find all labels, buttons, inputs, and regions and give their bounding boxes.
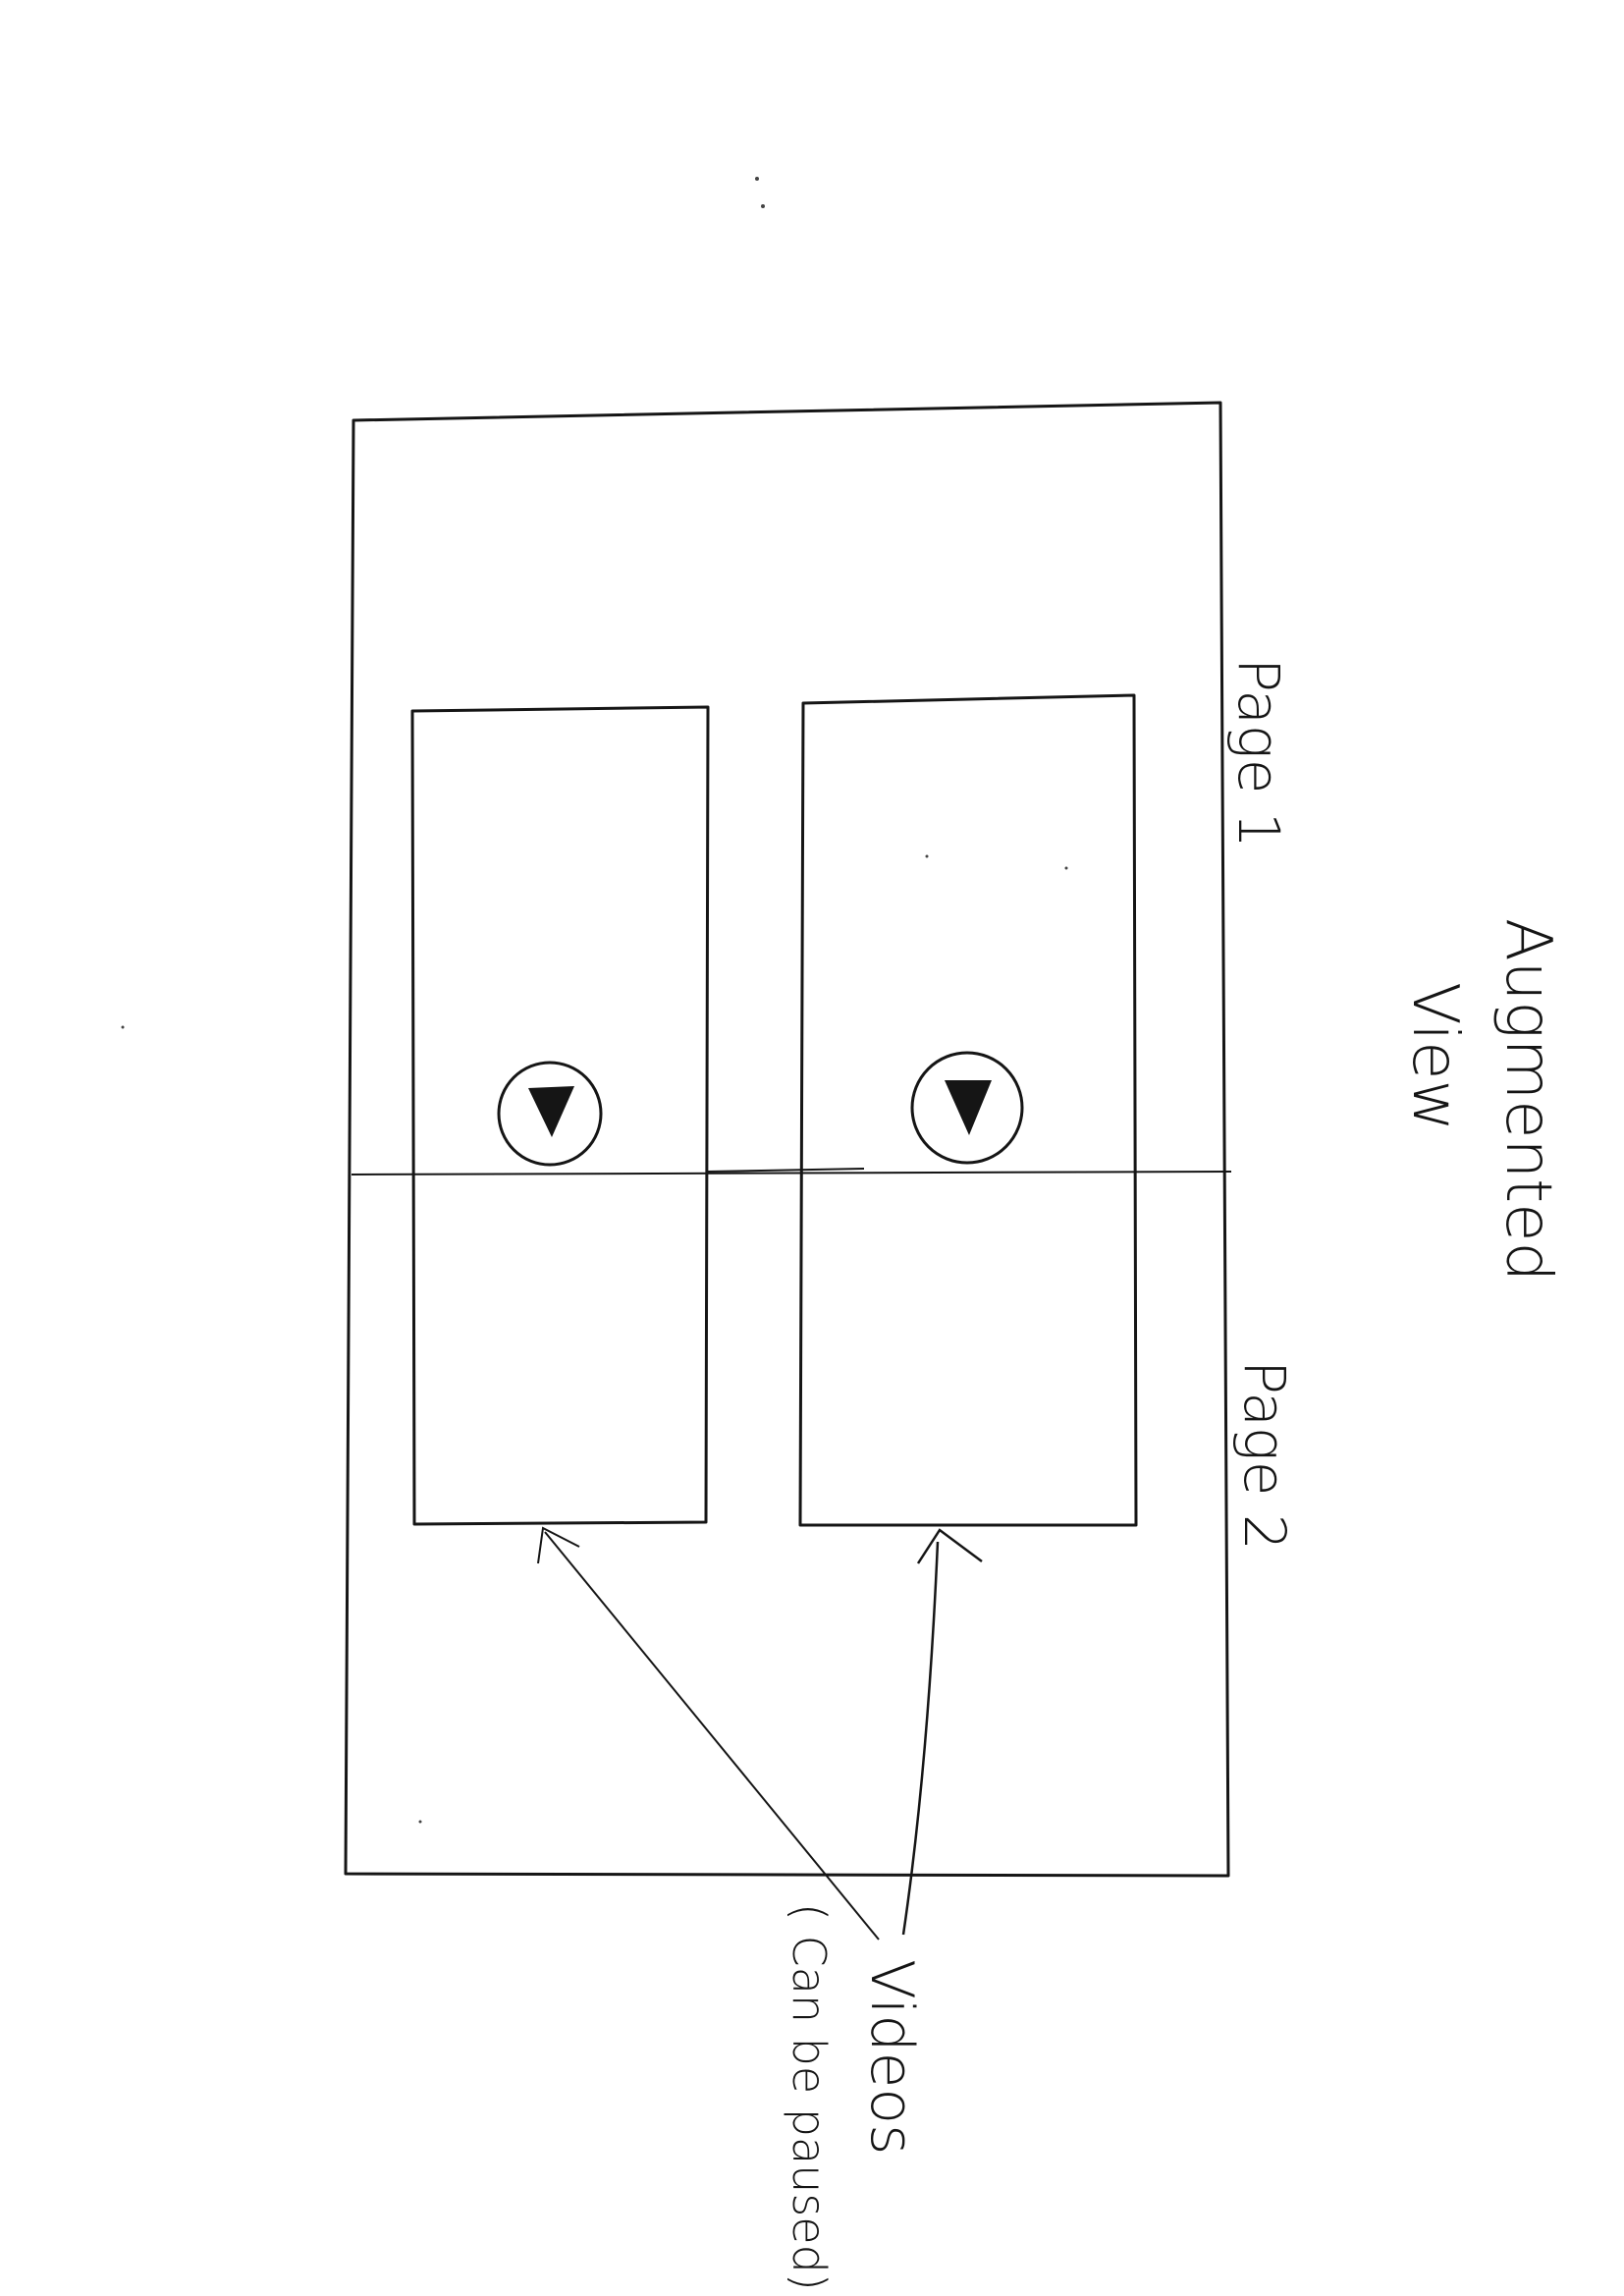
arrow-to-right-video <box>901 1528 983 1936</box>
pencil-specks <box>121 177 1068 1824</box>
gap-stroke <box>706 1168 865 1173</box>
play-button-circle <box>497 1061 603 1167</box>
page-2-label: Page 2 <box>1231 1360 1298 1551</box>
diagram-title-line1: Augmented <box>1491 918 1564 1282</box>
video-frame-left <box>410 705 710 1526</box>
page-divider <box>351 1171 1232 1175</box>
video-frame-right <box>798 693 1138 1527</box>
video-panel-right[interactable] <box>798 693 1138 1527</box>
play-icon <box>528 1086 574 1137</box>
video-panel-left[interactable] <box>410 705 710 1526</box>
diagram-title-line2: View <box>1398 982 1471 1131</box>
videos-label: Videos <box>857 1959 926 2155</box>
videos-note: ( Can be paused) <box>783 1903 836 2291</box>
play-button-right[interactable] <box>910 1051 1024 1165</box>
play-button-left[interactable] <box>497 1061 603 1167</box>
arrow-to-left-video <box>537 1526 880 1941</box>
play-icon <box>945 1080 992 1135</box>
page-1-label: Page 1 <box>1225 658 1292 848</box>
book-frame <box>344 401 1230 1878</box>
play-button-circle <box>910 1051 1024 1165</box>
